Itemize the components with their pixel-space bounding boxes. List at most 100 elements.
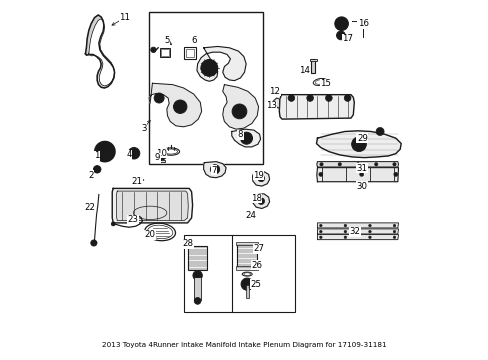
- Bar: [309, 59, 316, 61]
- Circle shape: [95, 141, 115, 162]
- Polygon shape: [279, 95, 354, 119]
- Polygon shape: [317, 229, 398, 234]
- Circle shape: [325, 95, 331, 102]
- Bar: [185, 49, 194, 57]
- Circle shape: [319, 163, 323, 166]
- Polygon shape: [316, 162, 398, 167]
- Polygon shape: [272, 98, 279, 108]
- Circle shape: [244, 135, 249, 141]
- Text: 25: 25: [250, 280, 261, 289]
- Circle shape: [344, 224, 346, 227]
- Polygon shape: [203, 162, 225, 178]
- Bar: [245, 285, 248, 298]
- Polygon shape: [252, 172, 269, 186]
- Text: 23: 23: [127, 215, 139, 224]
- Text: 2013 Toyota 4Runner Intake Manifold Intake Plenum Diagram for 17109-31181: 2013 Toyota 4Runner Intake Manifold Inta…: [102, 342, 386, 348]
- Text: 2: 2: [88, 171, 94, 180]
- Polygon shape: [149, 83, 201, 127]
- Circle shape: [287, 95, 294, 102]
- Text: 5: 5: [164, 36, 169, 45]
- Text: 6: 6: [191, 36, 197, 45]
- Text: 21: 21: [131, 176, 142, 185]
- Text: 15: 15: [319, 80, 330, 89]
- Circle shape: [204, 63, 214, 73]
- Circle shape: [306, 95, 313, 102]
- Text: 1: 1: [94, 152, 99, 161]
- Text: 8: 8: [237, 130, 243, 139]
- Bar: [236, 266, 257, 270]
- Circle shape: [156, 150, 166, 160]
- Circle shape: [338, 21, 344, 27]
- Text: 19: 19: [253, 171, 264, 180]
- Circle shape: [338, 33, 342, 37]
- Polygon shape: [222, 85, 258, 129]
- Circle shape: [201, 59, 217, 76]
- Text: 26: 26: [251, 261, 262, 270]
- Circle shape: [375, 127, 384, 135]
- Bar: [236, 242, 257, 245]
- Circle shape: [232, 104, 246, 119]
- Text: 12: 12: [268, 87, 280, 96]
- Polygon shape: [85, 15, 114, 88]
- Circle shape: [392, 163, 395, 166]
- Text: 14: 14: [298, 66, 309, 75]
- Polygon shape: [316, 131, 400, 158]
- Circle shape: [374, 163, 377, 166]
- Bar: [188, 246, 206, 270]
- Circle shape: [318, 172, 322, 176]
- Polygon shape: [317, 223, 398, 228]
- Circle shape: [235, 107, 243, 116]
- Circle shape: [154, 93, 164, 103]
- Circle shape: [213, 167, 217, 171]
- Text: 7: 7: [210, 166, 216, 175]
- Polygon shape: [112, 188, 192, 223]
- Bar: [183, 235, 232, 312]
- Circle shape: [93, 166, 101, 173]
- Text: 29: 29: [356, 134, 367, 143]
- Circle shape: [150, 47, 156, 53]
- Polygon shape: [89, 19, 114, 86]
- Circle shape: [159, 152, 164, 158]
- Circle shape: [334, 17, 347, 30]
- Circle shape: [177, 103, 183, 110]
- Text: 11: 11: [119, 13, 130, 22]
- Circle shape: [241, 278, 253, 290]
- Text: 22: 22: [84, 203, 95, 212]
- Circle shape: [392, 224, 395, 227]
- Bar: [157, 159, 165, 162]
- Circle shape: [319, 236, 322, 239]
- Polygon shape: [317, 235, 398, 240]
- Bar: [311, 59, 315, 73]
- Circle shape: [257, 175, 264, 182]
- Circle shape: [193, 271, 202, 280]
- Circle shape: [359, 172, 363, 176]
- Circle shape: [98, 145, 111, 158]
- Circle shape: [368, 236, 370, 239]
- Circle shape: [344, 95, 350, 102]
- Circle shape: [244, 281, 250, 288]
- Circle shape: [194, 298, 201, 304]
- Bar: [194, 277, 201, 300]
- Circle shape: [95, 168, 99, 171]
- Circle shape: [130, 150, 137, 157]
- Text: 30: 30: [355, 181, 366, 190]
- Text: 10: 10: [156, 149, 166, 158]
- Text: 24: 24: [244, 211, 256, 220]
- Circle shape: [319, 230, 322, 233]
- Text: 31: 31: [355, 164, 366, 173]
- Circle shape: [368, 230, 370, 233]
- Text: 18: 18: [250, 194, 261, 203]
- Circle shape: [392, 236, 395, 239]
- Polygon shape: [116, 191, 188, 221]
- Circle shape: [195, 273, 200, 278]
- Circle shape: [368, 224, 370, 227]
- Text: 20: 20: [144, 230, 155, 239]
- Bar: [160, 48, 170, 57]
- Circle shape: [336, 31, 345, 40]
- Polygon shape: [251, 194, 269, 208]
- Circle shape: [173, 100, 186, 113]
- Circle shape: [102, 149, 107, 154]
- Bar: [184, 47, 196, 59]
- Circle shape: [257, 198, 264, 204]
- Circle shape: [356, 163, 359, 166]
